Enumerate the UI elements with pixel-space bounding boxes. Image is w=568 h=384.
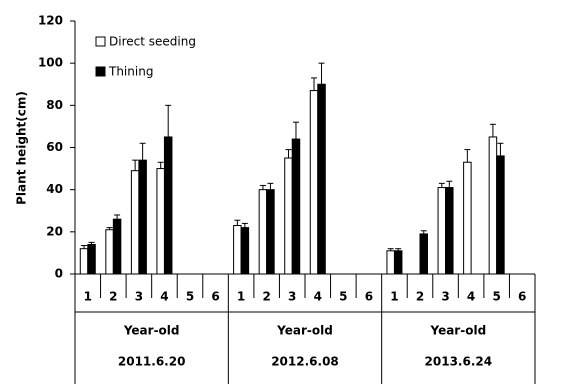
y-tick-label: 60 xyxy=(46,140,63,154)
x-tick-label: 5 xyxy=(492,290,500,304)
x-tick-label: 3 xyxy=(288,290,296,304)
group-date: 2011.6.20 xyxy=(118,355,186,369)
group-date: 2012.6.08 xyxy=(271,355,339,369)
group-date: 2013.6.24 xyxy=(425,355,493,369)
y-axis-title: Plant height(cm) xyxy=(15,91,29,205)
bar xyxy=(266,189,275,275)
bar xyxy=(488,136,498,275)
bar xyxy=(463,161,472,275)
x-tick-label: 5 xyxy=(339,290,347,304)
bar xyxy=(163,136,173,275)
x-tick-label: 3 xyxy=(441,290,449,304)
y-tick-label: 120 xyxy=(38,14,63,28)
bar xyxy=(445,187,454,275)
x-tick-label: 1 xyxy=(237,290,245,304)
bar xyxy=(496,155,505,275)
bar xyxy=(112,218,122,275)
bar xyxy=(317,83,326,275)
y-tick-label: 80 xyxy=(46,98,63,112)
bar xyxy=(393,250,403,275)
bar xyxy=(240,227,250,275)
x-tick-label: 2 xyxy=(416,290,424,304)
x-tick-label: 2 xyxy=(109,290,117,304)
legend-label: Direct seeding xyxy=(109,35,196,49)
group-label: Year-old xyxy=(429,324,486,338)
x-tick-label: 5 xyxy=(186,290,194,304)
x-tick-label: 6 xyxy=(365,290,373,304)
x-tick-label: 4 xyxy=(467,290,475,304)
legend-swatch xyxy=(95,36,106,47)
legend-label: Thining xyxy=(108,65,153,79)
x-tick-label: 6 xyxy=(518,290,526,304)
group-label: Year-old xyxy=(276,324,333,338)
bar xyxy=(437,187,447,275)
bar xyxy=(419,233,428,275)
bar xyxy=(138,159,147,275)
bar xyxy=(130,170,140,275)
bar xyxy=(386,250,395,275)
x-tick-label: 1 xyxy=(390,290,398,304)
x-tick-label: 4 xyxy=(160,290,168,304)
x-tick-label: 1 xyxy=(84,290,92,304)
legend-swatch xyxy=(95,66,106,77)
x-tick-label: 3 xyxy=(135,290,143,304)
bar xyxy=(233,225,242,275)
bar xyxy=(291,138,301,275)
bar xyxy=(105,229,114,275)
y-tick-label: 40 xyxy=(46,182,63,196)
x-tick-label: 4 xyxy=(314,290,322,304)
y-tick-label: 20 xyxy=(46,224,63,238)
y-tick-label: 100 xyxy=(38,56,63,70)
y-tick-label: 0 xyxy=(55,267,63,281)
bar xyxy=(156,168,165,275)
bar xyxy=(284,157,293,275)
x-tick-label: 2 xyxy=(262,290,270,304)
x-tick-label: 6 xyxy=(211,290,219,304)
bar xyxy=(79,248,89,275)
group-label: Year-old xyxy=(123,324,180,338)
bar xyxy=(309,90,319,275)
bar xyxy=(258,189,268,275)
bar xyxy=(87,243,96,275)
